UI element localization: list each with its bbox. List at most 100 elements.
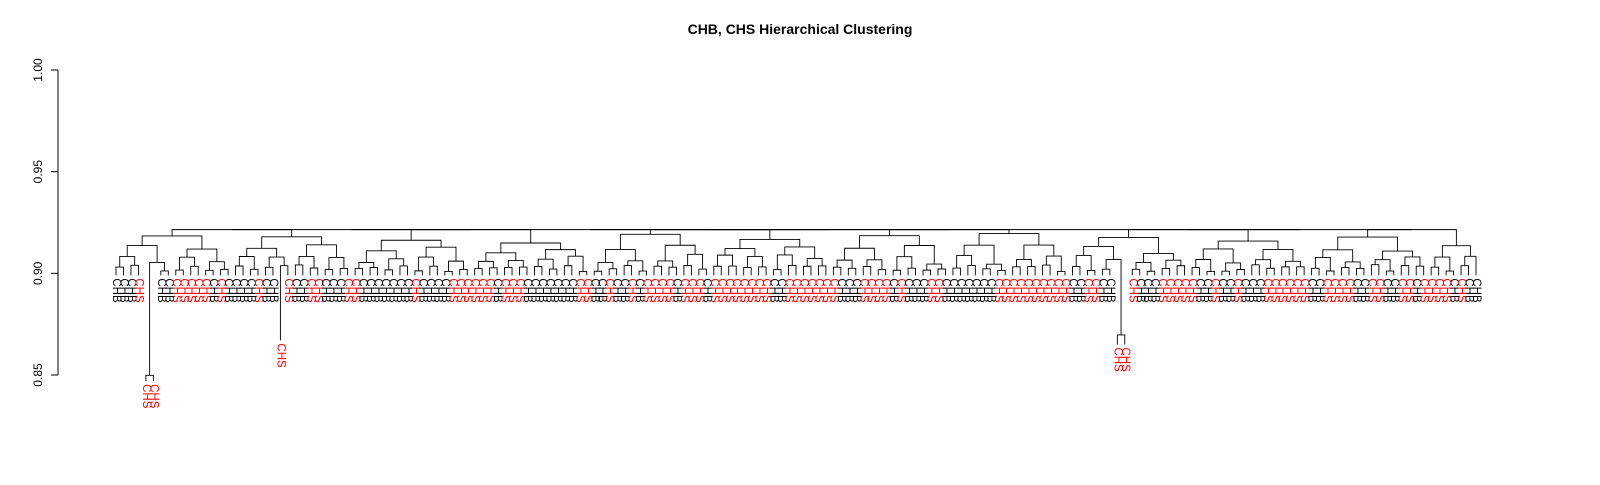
leaf-label-chb: CHB bbox=[768, 278, 780, 303]
dendrogram-branch bbox=[638, 270, 647, 276]
dendrogram-branch bbox=[1143, 252, 1174, 263]
leaf-label-chb: CHB bbox=[558, 278, 570, 303]
dendrogram-branch bbox=[1370, 264, 1380, 276]
leaf-label-chs: CHS bbox=[312, 278, 324, 303]
dendrogram-branch bbox=[190, 265, 199, 276]
leaf-label-chs: CHS bbox=[708, 278, 720, 303]
leaf-label-chb: CHB bbox=[327, 278, 339, 303]
leaf-labels: CHBCHBCHBCHSCHSCHSCHBCHBCHSCHSCHSCHSCHSC… bbox=[110, 278, 1482, 408]
leaf-label-chs: CHS bbox=[648, 278, 660, 303]
dendrogram-branch bbox=[324, 269, 334, 276]
dendrogram-branch bbox=[952, 267, 961, 276]
leaf-label-chs: CHS bbox=[1403, 278, 1415, 303]
leaf-label-chs: CHS bbox=[1321, 278, 1333, 303]
dendrogram-branch bbox=[1075, 255, 1092, 271]
dendrogram-branch bbox=[1266, 267, 1275, 276]
dendrogram-branch bbox=[877, 269, 887, 276]
dendrogram-branch bbox=[425, 246, 457, 262]
leaf-label-chb: CHB bbox=[939, 278, 951, 303]
leaf-label-chs: CHS bbox=[514, 278, 526, 303]
dendrogram-branch bbox=[687, 253, 704, 270]
dendrogram-branch bbox=[179, 256, 195, 271]
leaf-label-chs: CHS bbox=[476, 278, 488, 303]
dendrogram-branch bbox=[1430, 266, 1440, 276]
leaf-label-chs: CHS bbox=[783, 278, 795, 303]
leaf-label-chb: CHB bbox=[297, 278, 309, 303]
dendrogram-branch bbox=[1355, 268, 1365, 276]
leaf-label-chb: CHB bbox=[1313, 278, 1325, 303]
dendrogram-branch bbox=[1027, 266, 1036, 276]
leaf-label-chs: CHS bbox=[715, 278, 727, 303]
dendrogram-branch bbox=[963, 244, 995, 265]
dendrogram-branch bbox=[937, 268, 946, 276]
dendrogram-branch bbox=[967, 264, 976, 276]
leaf-label-chb: CHB bbox=[977, 278, 989, 303]
dendrogram-branch bbox=[384, 269, 393, 276]
leaf-label-chb: CHB bbox=[536, 278, 548, 303]
leaf-label-chs: CHS bbox=[797, 278, 809, 303]
dendrogram-branch bbox=[500, 242, 562, 253]
leaf-label-chs: CHS bbox=[805, 278, 817, 303]
leaf-label-chs: CHS bbox=[1276, 278, 1288, 303]
dendrogram-branch bbox=[1385, 270, 1395, 276]
dendrogram-branch bbox=[410, 229, 532, 243]
dendrogram-branch bbox=[545, 249, 577, 260]
leaf-label-chb: CHB bbox=[1253, 278, 1265, 303]
leaf-label-chs: CHS bbox=[880, 278, 892, 303]
dendrogram-branch bbox=[294, 264, 304, 276]
dendrogram-branch bbox=[567, 255, 584, 272]
leaf-label-chb: CHB bbox=[1358, 278, 1370, 303]
leaf-label-chb: CHB bbox=[1141, 278, 1153, 303]
leaf-label-chs: CHS bbox=[170, 278, 182, 303]
dendrogram-branch bbox=[1322, 249, 1354, 262]
leaf-label-chs: CHS bbox=[1179, 278, 1191, 303]
leaf-label-chs: CHS bbox=[192, 278, 204, 303]
leaf-label-chb: CHB bbox=[954, 278, 966, 303]
dendrogram-branch bbox=[235, 265, 244, 276]
dendrogram-branch bbox=[832, 266, 842, 276]
leaf-label-chs: CHS bbox=[446, 278, 458, 303]
dendrogram-branch bbox=[806, 257, 823, 267]
dendrogram-branch bbox=[238, 256, 255, 270]
leaf-label-chs: CHS bbox=[1119, 348, 1131, 373]
leaf-label-chs: CHS bbox=[1007, 278, 1019, 303]
leaf-label-chb: CHB bbox=[543, 278, 555, 303]
dendrogram-branch bbox=[1441, 245, 1471, 258]
dendrogram-branch bbox=[130, 264, 139, 276]
leaf-label-chs: CHS bbox=[1111, 347, 1123, 372]
leaf-label-chb: CHB bbox=[386, 278, 398, 303]
dendrogram-branch bbox=[1206, 271, 1215, 276]
leaf-label-chs: CHS bbox=[760, 278, 772, 303]
dendrogram-branch bbox=[380, 239, 442, 251]
dendrogram-branch bbox=[246, 247, 278, 258]
dendrogram-branch bbox=[728, 265, 737, 276]
dendrogram-branch bbox=[563, 265, 573, 276]
leaf-label-chs: CHS bbox=[215, 278, 227, 303]
leaf-label-chs: CHS bbox=[454, 278, 466, 303]
leaf-label-chb: CHB bbox=[1410, 278, 1422, 303]
leaf-label-chb: CHB bbox=[1388, 278, 1400, 303]
dendrogram-branch bbox=[1326, 270, 1335, 276]
dendrogram-branch bbox=[1116, 334, 1126, 345]
dendrogram-branch bbox=[365, 250, 397, 263]
leaf-label-chb: CHB bbox=[902, 278, 914, 303]
leaf-label-chb: CHB bbox=[334, 278, 346, 303]
leaf-label-chs: CHS bbox=[1373, 278, 1385, 303]
dendrogram-branch bbox=[1251, 264, 1260, 276]
dendrogram-branch bbox=[608, 268, 618, 276]
dendrogram-branch bbox=[534, 266, 543, 276]
leaf-label-chs: CHS bbox=[573, 278, 585, 303]
leaf-label-chb: CHB bbox=[117, 278, 129, 303]
dendrogram-branch bbox=[903, 245, 935, 265]
leaf-label-chb: CHB bbox=[528, 278, 540, 303]
leaf-label-chb: CHB bbox=[1238, 278, 1250, 303]
dendrogram-branch bbox=[743, 266, 752, 276]
leaf-label-chs: CHS bbox=[1081, 278, 1093, 303]
dendrogram-branch bbox=[369, 267, 378, 276]
dendrogram-branch bbox=[1161, 267, 1171, 276]
leaf-label-chs: CHS bbox=[999, 278, 1011, 303]
leaf-label-chs: CHS bbox=[342, 278, 354, 303]
dendrogram-branch bbox=[683, 265, 692, 276]
